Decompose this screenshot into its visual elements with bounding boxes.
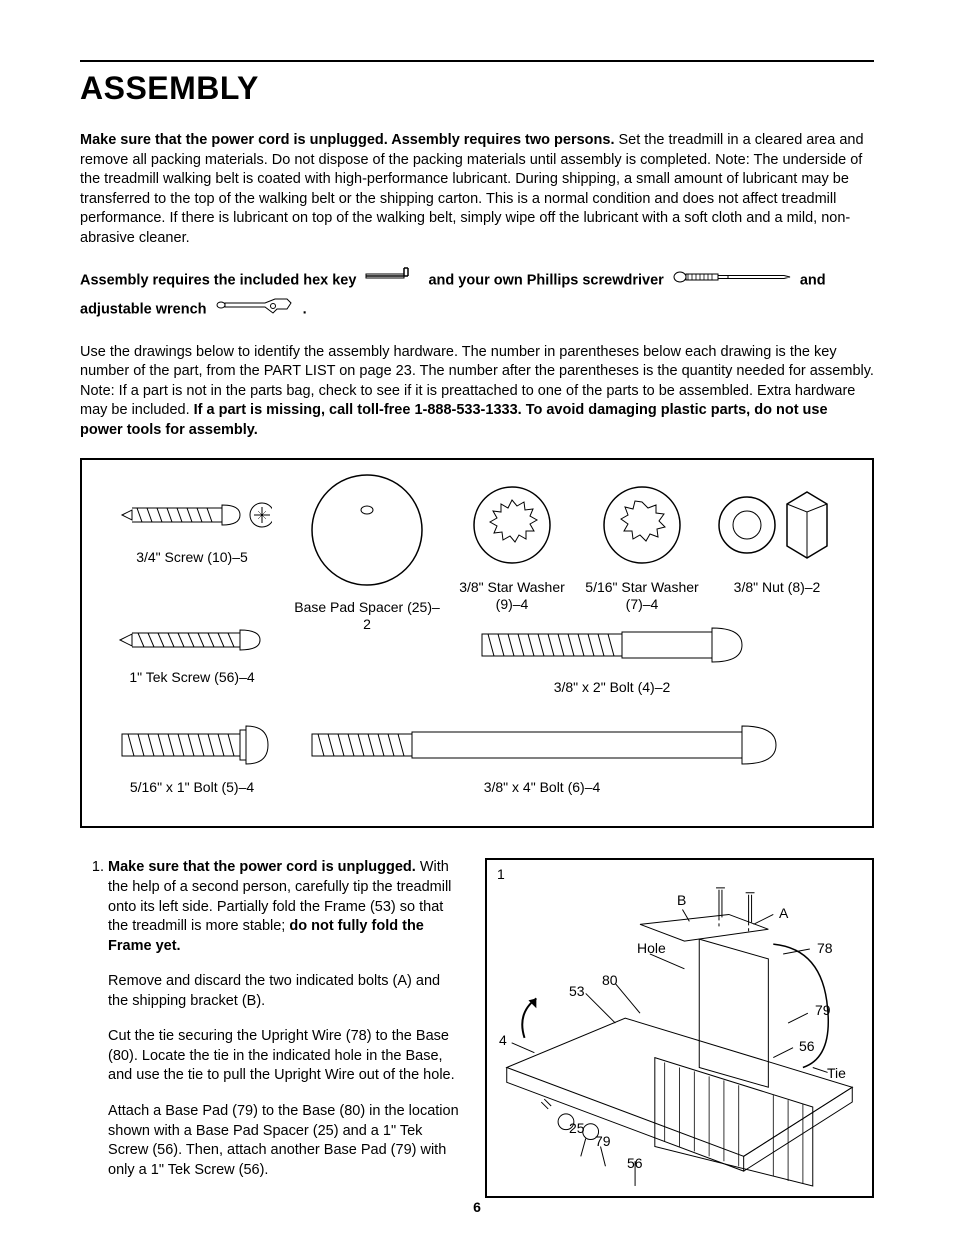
step-1-diagram: 1 B A Hole 78 80 53 4 79 56 Tie 25 79 56 [485, 858, 874, 1198]
intro-bold: Make sure that the power cord is unplugg… [80, 132, 614, 148]
step-1-row: 1. Make sure that the power cord is unpl… [80, 858, 874, 1198]
diagram-4: 4 [499, 1032, 507, 1048]
step-1-num: 1. [80, 858, 104, 878]
hw-star-38-label: 3/8" Star Washer (9)–4 [452, 579, 572, 613]
page-title: ASSEMBLY [80, 70, 874, 107]
tools-p4: . [303, 302, 307, 318]
diagram-B: B [677, 892, 686, 908]
tools-p1: Assembly requires the included hex key [80, 273, 356, 289]
hw-basepad-label: Base Pad Spacer (25)–2 [292, 599, 442, 633]
step-1-text: 1. Make sure that the power cord is unpl… [80, 858, 465, 1198]
step-1-p2: Remove and discard the two indicated bol… [108, 972, 463, 1011]
hw-screw-34: 3/4" Screw (10)–5 [102, 490, 282, 566]
intro-rest: Set the treadmill in a cleared area and … [80, 132, 864, 246]
step-1-p4: Attach a Base Pad (79) to the Base (80) … [108, 1102, 463, 1180]
diagram-num: 1 [497, 866, 505, 882]
step-1-body: Make sure that the power cord is unplugg… [108, 858, 463, 1196]
step-1-p3: Cut the tie securing the Upright Wire (7… [108, 1027, 463, 1086]
hw-star-516-label: 5/16" Star Washer (7)–4 [582, 579, 702, 613]
hw-nut-38: 3/8" Nut (8)–2 [702, 480, 852, 596]
hw-star-38: 3/8" Star Washer (9)–4 [452, 480, 572, 613]
adjustable-wrench-icon [215, 295, 295, 324]
hw-bolt-38x2: 3/8" x 2" Bolt (4)–2 [462, 620, 762, 696]
hw-basepad: Base Pad Spacer (25)–2 [292, 470, 442, 633]
hw-tek-1: 1" Tek Screw (56)–4 [102, 620, 282, 686]
hw-star-516: 5/16" Star Washer (7)–4 [582, 480, 702, 613]
diagram-hole: Hole [637, 940, 666, 956]
diagram-56b: 56 [627, 1155, 643, 1171]
hw-bolt-38x2-label: 3/8" x 2" Bolt (4)–2 [462, 679, 762, 696]
diagram-A: A [779, 905, 788, 921]
hardware-box: 3/4" Screw (10)–5 Base Pad Spacer (25)–2… [80, 458, 874, 828]
page-number: 6 [0, 1199, 954, 1215]
step-1-p1-bold: Make sure that the power cord is unplugg… [108, 859, 416, 875]
hw-nut-38-label: 3/8" Nut (8)–2 [702, 579, 852, 596]
diagram-78: 78 [817, 940, 833, 956]
hardware-intro: Use the drawings below to identify the a… [80, 343, 874, 441]
hw-bolt-516x1-label: 5/16" x 1" Bolt (5)–4 [102, 779, 282, 796]
diagram-25: 25 [569, 1120, 585, 1136]
hw-screw-34-label: 3/4" Screw (10)–5 [102, 549, 282, 566]
diagram-56a: 56 [799, 1038, 815, 1054]
intro-paragraph: Make sure that the power cord is unplugg… [80, 131, 874, 248]
hw-tek-1-label: 1" Tek Screw (56)–4 [102, 669, 282, 686]
hw-bolt-516x1: 5/16" x 1" Bolt (5)–4 [102, 720, 282, 796]
step-1-diagram-svg [487, 860, 872, 1196]
diagram-79b: 79 [595, 1133, 611, 1149]
hw-bolt-38x4: 3/8" x 4" Bolt (6)–4 [292, 720, 792, 796]
hex-key-icon [364, 266, 420, 295]
diagram-79a: 79 [815, 1002, 831, 1018]
tools-line: Assembly requires the included hex key a… [80, 266, 874, 324]
diagram-80: 80 [602, 972, 618, 988]
tools-p2: and your own Phillips screwdriver [428, 273, 663, 289]
top-rule [80, 60, 874, 62]
diagram-53: 53 [569, 983, 585, 999]
hw-bolt-38x4-label: 3/8" x 4" Bolt (6)–4 [292, 779, 792, 796]
diagram-tie: Tie [827, 1065, 846, 1081]
phillips-screwdriver-icon [672, 268, 792, 294]
